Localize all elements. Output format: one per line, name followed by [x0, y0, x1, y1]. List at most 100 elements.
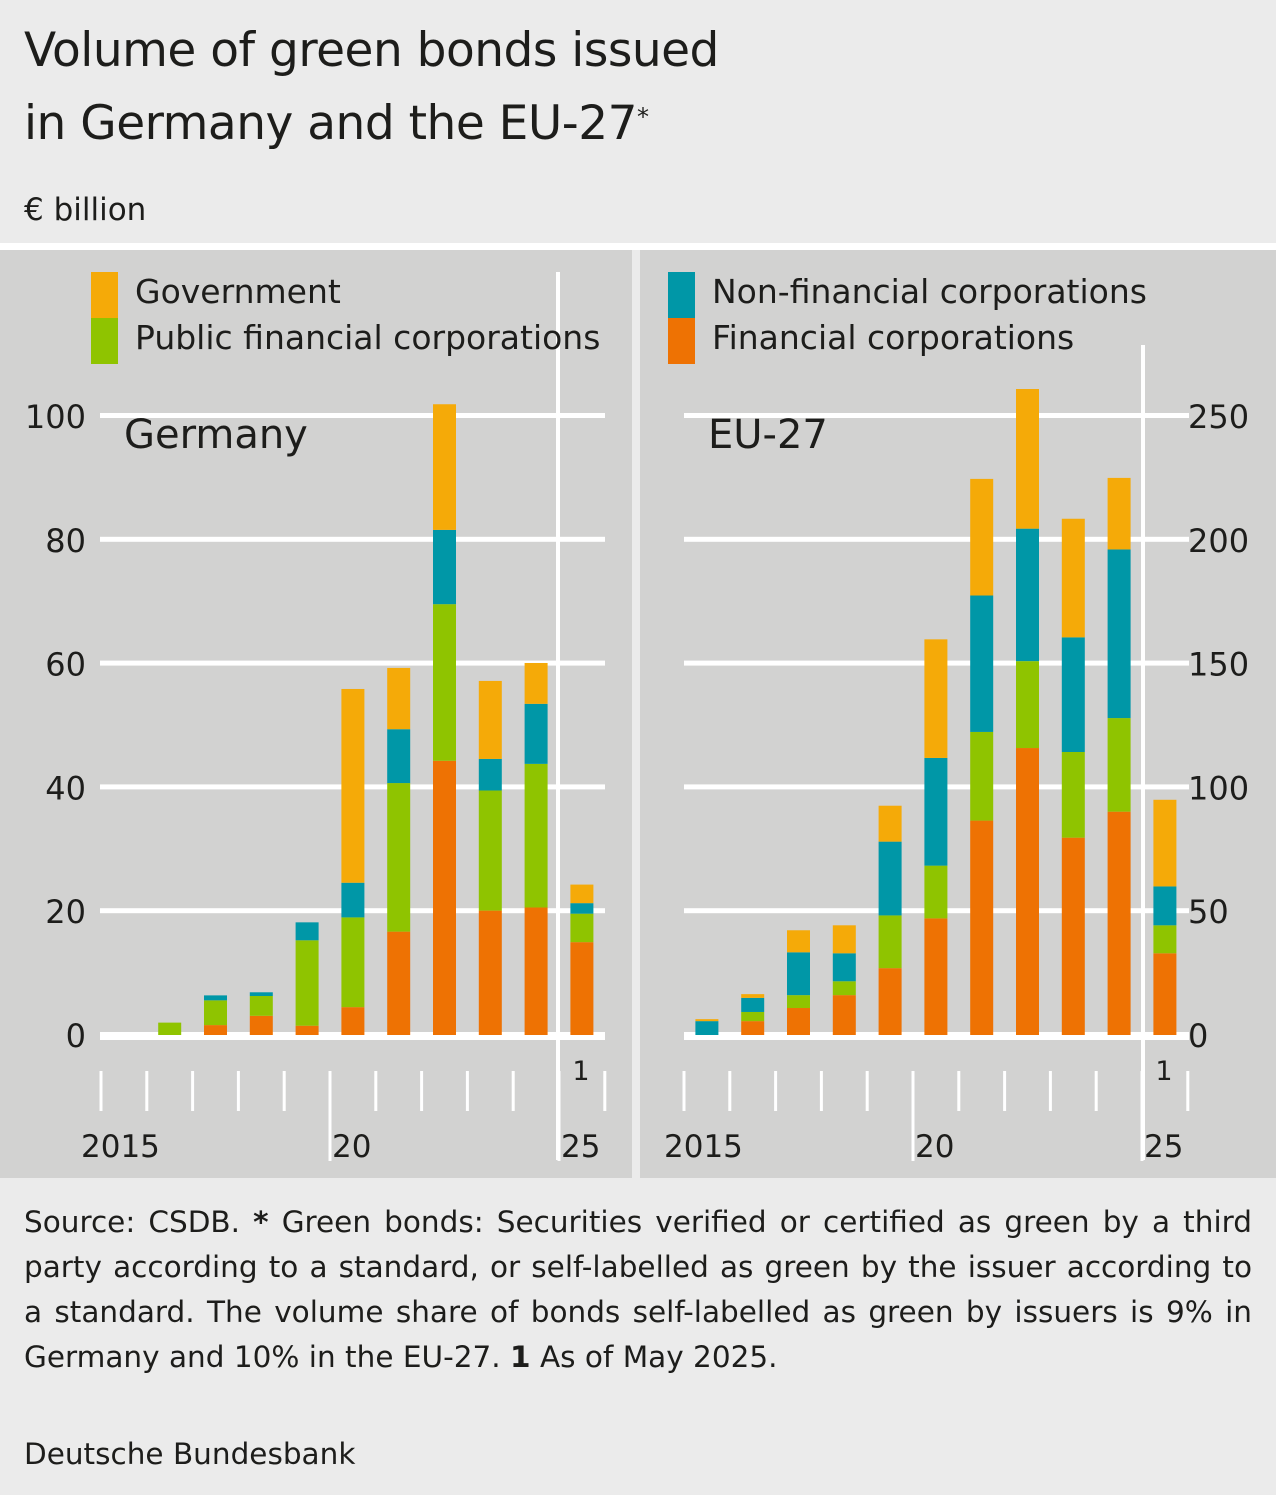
- x-major-tick: [328, 1071, 332, 1161]
- bar-stack: [741, 994, 765, 1035]
- x-tick-label: 25: [561, 1129, 600, 1165]
- x-tick: [1186, 1071, 1190, 1111]
- bar-segment-non-financial: [478, 758, 502, 791]
- gridline: [100, 536, 605, 542]
- x-tick: [99, 1071, 103, 1111]
- bar-segment-non-financial: [570, 903, 594, 914]
- bar-segment-public-financial: [295, 940, 319, 1026]
- x-tick-label: 20: [332, 1129, 371, 1165]
- x-major-tick: [911, 1071, 915, 1161]
- bar-segment-public-financial: [832, 981, 856, 996]
- y-tick-label: 250: [1188, 398, 1249, 436]
- legend-label-public-financial: Public financial corporations: [135, 318, 601, 357]
- bar-segment-public-financial: [524, 763, 548, 908]
- source-text: Source: CSDB.: [24, 1205, 241, 1239]
- bar-segment-government: [1061, 518, 1085, 638]
- bar-segment-financial: [1016, 748, 1039, 1035]
- bar-segment-financial: [341, 1007, 365, 1035]
- bar-segment-financial: [741, 1021, 765, 1035]
- panel-germany: 0 20 40 60 80 100 2015 20 25 1 Germany: [0, 250, 632, 1178]
- panel-title: Germany: [124, 412, 308, 458]
- y-tick-label: 80: [45, 522, 86, 560]
- bar-segment-government: [1153, 799, 1177, 887]
- bar-segment-non-financial: [249, 992, 273, 997]
- bar-segment-financial: [970, 820, 994, 1035]
- bar-segment-non-financial: [204, 995, 227, 1001]
- bar-segment-financial: [570, 942, 594, 1035]
- bar-segment-public-financial: [433, 604, 456, 761]
- legend-swatch-public-financial: [91, 318, 118, 364]
- bar-stack: [970, 478, 994, 1035]
- x-tick: [865, 1071, 869, 1111]
- legend-swatch-financial: [668, 318, 695, 364]
- bar-segment-financial: [433, 760, 456, 1035]
- gridline: [684, 536, 1189, 542]
- bar-segment-non-financial: [924, 757, 948, 866]
- bar-stack: [158, 1022, 182, 1035]
- title-line-2: in Germany and the EU-27: [24, 96, 638, 151]
- bar-segment-non-financial: [387, 729, 411, 784]
- publisher-credit: Deutsche Bundesbank: [24, 1437, 356, 1471]
- bar-stack: [524, 662, 548, 1035]
- bar-segment-government: [1016, 389, 1039, 529]
- bar-segment-non-financial: [524, 703, 548, 764]
- panel-eu27: 0 50 100 150 200 250 2015 20 25 1 EU-27: [640, 250, 1276, 1178]
- x-tick: [282, 1071, 286, 1111]
- bar-segment-financial: [478, 910, 502, 1035]
- y-tick-label: 150: [1188, 646, 1249, 684]
- y-tick-label: 100: [25, 398, 86, 436]
- bar-segment-non-financial: [1153, 886, 1177, 926]
- bar-segment-government: [433, 404, 456, 530]
- x-tick-label: 25: [1144, 1129, 1183, 1165]
- x-tick: [145, 1071, 149, 1111]
- y-tick-label: 100: [1188, 769, 1249, 807]
- x-tick: [819, 1071, 823, 1111]
- bar-segment-government: [695, 1019, 719, 1022]
- bar-segment-public-financial: [387, 783, 411, 932]
- divider: [0, 243, 1276, 250]
- y-tick-label: 20: [45, 893, 86, 931]
- bar-segment-government: [387, 667, 411, 730]
- bar-segment-financial: [1153, 953, 1177, 1035]
- bar-segment-financial: [295, 1025, 319, 1035]
- x-tick: [1048, 1071, 1052, 1111]
- bar-segment-government: [570, 884, 594, 904]
- footnote-1-text: As of May 2025.: [539, 1340, 778, 1374]
- bar-segment-non-financial: [1016, 528, 1039, 662]
- bar-stack: [1153, 799, 1177, 1035]
- bar-segment-government: [524, 662, 548, 704]
- x-tick-label: 2015: [81, 1129, 160, 1165]
- bar-stack: [924, 639, 948, 1035]
- bar-segment-public-financial: [341, 917, 365, 1008]
- bar-segment-public-financial: [204, 1000, 227, 1026]
- bar-segment-government: [1107, 477, 1131, 550]
- gridline: [684, 1032, 1189, 1040]
- bar-segment-non-financial: [1061, 637, 1085, 752]
- gridline: [100, 1032, 605, 1040]
- unit-label: € billion: [24, 192, 147, 228]
- bar-segment-government: [787, 930, 810, 953]
- bar-segment-financial: [924, 918, 948, 1035]
- bar-segment-public-financial: [478, 790, 502, 911]
- bar-segment-financial: [204, 1025, 227, 1035]
- x-tick: [774, 1071, 778, 1111]
- bar-segment-non-financial: [1107, 549, 1131, 719]
- y-tick-label: 40: [45, 769, 86, 807]
- bar-segment-financial: [249, 1015, 273, 1035]
- x-tick: [374, 1071, 378, 1111]
- bar-segment-financial: [387, 931, 411, 1035]
- bar-segment-non-financial: [695, 1021, 719, 1035]
- footnote: Source: CSDB. * Green bonds: Securities …: [24, 1200, 1252, 1380]
- bar-segment-financial: [832, 995, 856, 1035]
- bar-segment-non-financial: [741, 997, 765, 1012]
- x-major-tick: [557, 1071, 561, 1161]
- x-tick-label: 20: [915, 1129, 954, 1165]
- x-tick: [511, 1071, 515, 1111]
- footnote-star: *: [253, 1205, 269, 1239]
- y-tick-label: 200: [1188, 522, 1249, 560]
- x-tick: [465, 1071, 469, 1111]
- x-tick: [236, 1071, 240, 1111]
- bar-segment-public-financial: [741, 1011, 765, 1022]
- panel-title: EU-27: [708, 412, 828, 458]
- bar-segment-public-financial: [787, 995, 810, 1009]
